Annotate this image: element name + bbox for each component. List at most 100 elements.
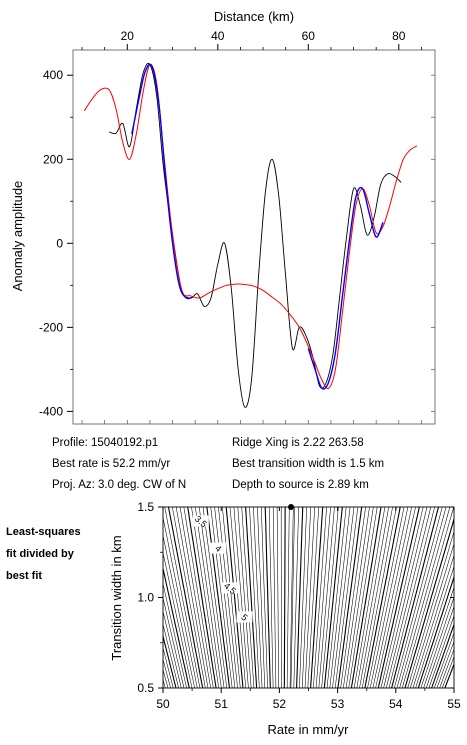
contour-line [195,507,222,688]
contour-line [183,507,214,688]
contour-line [431,622,454,688]
contour-line [391,507,440,688]
contour-line [402,507,454,688]
contour-line [304,507,315,688]
contour-line [237,507,252,688]
contour-line [332,507,355,688]
contour-line [329,507,351,688]
contour-line [433,632,454,688]
contour-line [369,507,409,688]
contour-line [315,507,331,688]
contour-x-tick-label: 50 [156,697,170,711]
contour-line [417,575,454,688]
profile-chart: Distance (km) Anomaly amplitude 20 40 60 80… [10,9,436,425]
contour-line [383,507,428,688]
contour-x-tick-label: 53 [331,697,345,711]
contour-x-tick-label: 52 [273,697,287,711]
contour-line [334,507,359,688]
contour-line [399,507,451,688]
depth-info: Depth to source is 2.89 km [232,479,369,491]
profile-y-tick-label: 0 [56,236,63,250]
contour-x-tick-label: 51 [215,697,229,711]
contour-line [283,507,286,688]
fitted-anomaly-line [307,186,384,390]
contour-line [345,507,374,688]
contour-line [367,507,405,688]
contour-line [386,507,432,688]
contour-line [172,507,206,688]
contour-line [436,640,454,688]
contour-y-tick-label: 0.5 [137,681,154,695]
contour-line [321,507,339,688]
contour-label: 5 [239,612,249,623]
contour-line [415,565,454,688]
contour-line [361,507,397,688]
best-fit-marker [288,504,295,510]
profile-x-tick-label: 40 [211,29,225,43]
ridge-crossing-info: Ridge Xing is 2.22 263.58 [232,437,364,449]
contour-line [218,507,238,688]
contour-line [264,507,271,688]
contour-line [163,566,190,688]
contour-line [163,596,185,688]
contour-line [444,662,454,688]
contour-x-tick-label: 55 [447,697,461,711]
contour-line [245,507,258,688]
contour-line [293,507,299,688]
contour-line [412,554,454,688]
profile-y-tick-label: 400 [43,68,63,82]
contour-line [356,507,389,688]
contour-label-background [221,582,238,594]
contour-y-tick-label: 1.0 [137,591,154,605]
profile-y-tick-label: 200 [43,152,63,166]
profile-y-axis-label: Anomaly amplitude [10,181,25,292]
contour-line [222,507,241,688]
contour-line [225,507,244,688]
contour-line [388,507,435,688]
contour-line [301,507,312,688]
observed-anomaly-line [109,62,402,408]
contour-line [289,507,294,688]
contour-line [163,634,177,688]
best-width-info: Best transition width is 1.5 km [232,458,385,470]
contour-line [310,507,324,688]
model-anomaly-line [83,64,418,390]
contour-line [375,507,416,688]
contour-x-axis-label: Rate in mm/yr [268,722,350,737]
contour-label: 4 [213,543,223,554]
contour-line [372,507,412,688]
profile-x-tick-label: 20 [121,29,135,43]
contour-line [350,507,382,688]
contour-label-background [236,611,253,623]
profile-info: Profile: 15040192.p1 [52,437,159,449]
contour-line [163,623,179,688]
contour-line [210,507,233,688]
contour-line [249,507,260,688]
best-rate-info: Best rate is 52.2 mm/yr [52,458,171,470]
contour-line [353,507,386,688]
contour-line [410,542,454,688]
contour-line [206,507,231,688]
contour-line [380,507,424,688]
contour-description: Least-squares fit divided by best fit [6,521,81,587]
contour-line [77,507,139,688]
contour-line [340,507,366,688]
profile-y-tick-label: -400 [39,404,63,418]
contour-line [326,507,347,688]
contour-label-background [210,542,227,554]
contour-chart: 3.544.55 50 51 52 53 54 550.51.01.5 Rate in m… [73,500,461,737]
contour-line [179,507,211,688]
contour-line [233,507,249,688]
contour-line [290,507,295,688]
contour-line [163,582,187,688]
contour-line [73,507,136,688]
profile-x-axis-label: Distance (km) [214,9,294,24]
profile-x-tick-label: 60 [302,29,316,43]
contour-line [163,551,193,688]
contour-y-tick-label: 1.5 [137,500,154,514]
contour-line [428,614,454,688]
profile-plot-frame [72,49,436,425]
contour-line [396,507,447,688]
contour-x-tick-label: 54 [389,697,403,711]
fitted-anomaly-line [131,63,194,300]
